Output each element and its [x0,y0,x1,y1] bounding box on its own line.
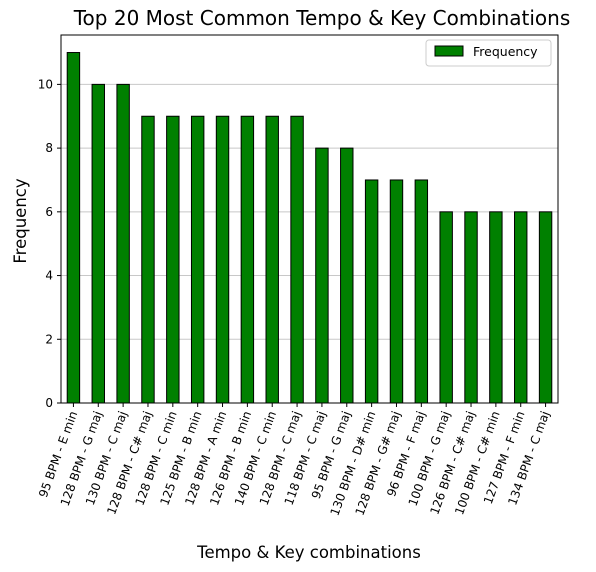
y-tick-label: 8 [45,141,53,155]
bar [141,115,155,404]
bar [489,211,503,404]
grid-lines [61,83,558,340]
bar [265,115,279,404]
y-tick-label: 4 [45,269,53,283]
bars [66,52,553,404]
bar [290,115,304,404]
legend-swatch [434,45,464,57]
bar [66,52,81,404]
legend: Frequency [425,39,552,67]
bar [240,115,255,404]
y-tick-label: 2 [45,332,53,346]
y-axis-label: Frequency [11,178,30,263]
plot-frame [60,34,559,404]
bar [414,179,429,404]
y-axis-ticks: 0 2 4 6 8 10 [38,77,61,410]
bar [116,83,130,404]
x-axis-label: Tempo & Key combinations [196,543,421,562]
bar [389,179,404,404]
bar [538,211,553,404]
bar [91,83,105,404]
bar [190,115,205,404]
chart-title: Top 20 Most Common Tempo & Key Combinati… [73,6,571,30]
bar [340,147,354,404]
bar [514,211,528,404]
bar [364,179,379,404]
legend-label: Frequency [473,44,538,59]
bar [439,211,453,404]
y-tick-label: 6 [45,205,53,219]
bar [464,211,478,404]
bar [166,115,180,404]
y-tick-label: 0 [45,396,53,410]
y-tick-label: 10 [38,77,53,91]
bar [215,115,230,404]
bar [315,147,329,404]
